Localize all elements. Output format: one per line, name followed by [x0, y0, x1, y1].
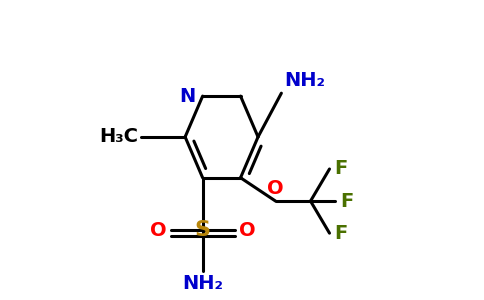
Text: F: F [341, 192, 354, 211]
Text: N: N [179, 87, 196, 106]
Text: F: F [334, 160, 347, 178]
Text: NH₂: NH₂ [182, 274, 223, 293]
Text: O: O [150, 221, 166, 240]
Text: NH₂: NH₂ [284, 71, 325, 90]
Text: O: O [267, 179, 284, 198]
Text: O: O [239, 221, 256, 240]
Text: F: F [334, 224, 347, 243]
Text: H₃C: H₃C [100, 128, 138, 146]
Text: S: S [195, 220, 211, 240]
